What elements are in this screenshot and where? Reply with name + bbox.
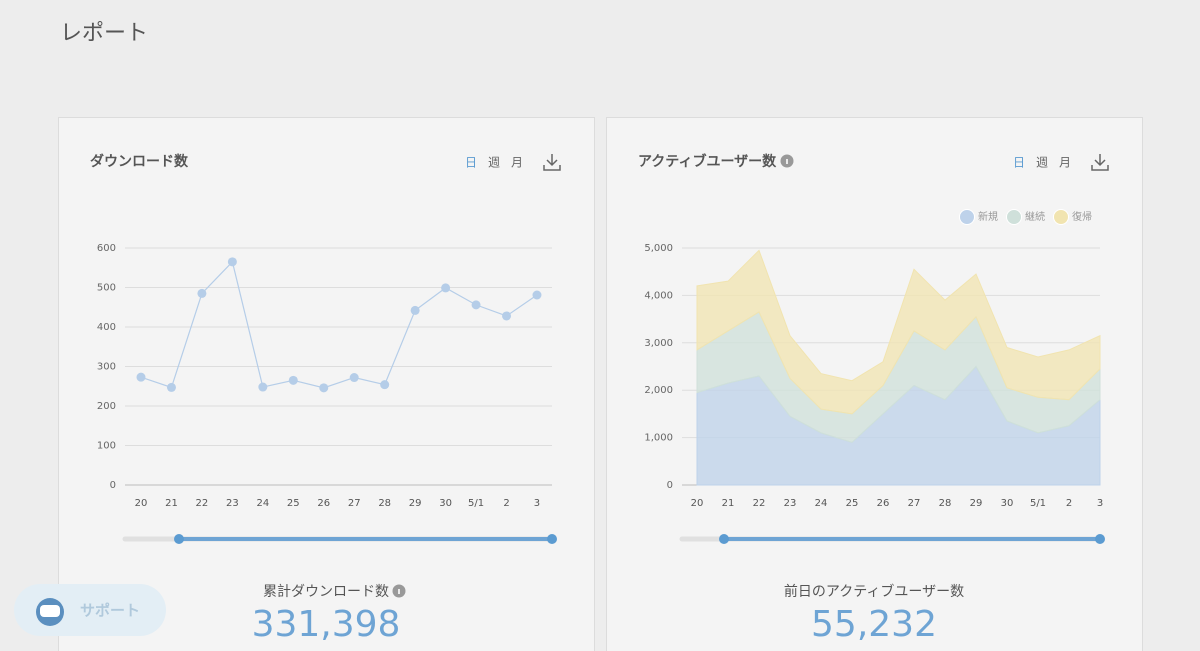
- y-tick-label: 2,000: [644, 385, 673, 396]
- legend-label: 新規: [978, 210, 998, 223]
- chart-title: アクティブユーザー数: [638, 153, 777, 170]
- area: [696, 249, 1101, 415]
- y-tick-label: 3,000: [644, 338, 673, 349]
- x-tick-label: 28: [378, 498, 391, 509]
- x-tick-label: 23: [784, 498, 797, 509]
- info-icon-bar: [786, 159, 788, 164]
- chart-title: ダウンロード数: [90, 153, 189, 170]
- x-tick-label: 27: [908, 498, 921, 509]
- support-label: サポート: [80, 602, 140, 620]
- y-tick-label: 200: [97, 401, 116, 412]
- x-tick-label: 5/1: [1030, 498, 1046, 509]
- point: [471, 300, 481, 310]
- slider-handle[interactable]: [719, 534, 729, 544]
- x-tick-label: 5/1: [468, 498, 484, 509]
- period-toggle[interactable]: 月: [511, 156, 523, 170]
- x-tick-label: 29: [409, 498, 422, 509]
- legend-label: 復帰: [1072, 210, 1092, 223]
- point: [288, 375, 298, 385]
- legend-swatch: [1006, 209, 1022, 225]
- period-toggle[interactable]: 月: [1059, 156, 1071, 170]
- point: [227, 257, 237, 267]
- point: [410, 305, 420, 315]
- x-tick-label: 2: [1066, 498, 1072, 509]
- stat-value: 331,398: [252, 604, 401, 645]
- x-tick-label: 22: [753, 498, 766, 509]
- legend-swatch: [1053, 209, 1069, 225]
- support-button[interactable]: サポート: [14, 584, 166, 636]
- point: [166, 382, 176, 392]
- point: [197, 288, 207, 298]
- x-tick-label: 30: [439, 498, 452, 509]
- x-tick-label: 26: [317, 498, 330, 509]
- period-toggle[interactable]: 日: [1013, 156, 1025, 170]
- x-tick-label: 21: [165, 498, 178, 509]
- period-toggle[interactable]: 週: [1036, 156, 1048, 170]
- y-tick-label: 0: [110, 480, 116, 491]
- x-tick-label: 3: [534, 498, 540, 509]
- stat-label: 累計ダウンロード数: [263, 584, 389, 600]
- point: [532, 290, 542, 300]
- point: [319, 383, 329, 393]
- info-icon-bar: [398, 589, 400, 594]
- robot-face: [40, 605, 60, 617]
- x-tick-label: 28: [939, 498, 952, 509]
- y-tick-label: 0: [667, 480, 673, 491]
- x-tick-label: 20: [691, 498, 704, 509]
- point: [380, 380, 390, 390]
- stat-value: 55,232: [811, 604, 937, 645]
- x-tick-label: 27: [348, 498, 361, 509]
- x-tick-label: 20: [135, 498, 148, 509]
- x-tick-label: 26: [877, 498, 890, 509]
- legend-label: 継続: [1025, 210, 1045, 223]
- x-tick-label: 25: [846, 498, 859, 509]
- point: [502, 311, 512, 321]
- y-tick-label: 300: [97, 362, 116, 373]
- legend-swatch: [959, 209, 975, 225]
- y-tick-label: 400: [97, 322, 116, 333]
- y-tick-label: 5,000: [644, 243, 673, 254]
- x-tick-label: 21: [722, 498, 735, 509]
- slider-handle[interactable]: [1095, 534, 1105, 544]
- page-title: レポート: [60, 21, 148, 46]
- x-tick-label: 29: [970, 498, 983, 509]
- x-tick-label: 25: [287, 498, 300, 509]
- slider-handle[interactable]: [174, 534, 184, 544]
- point: [349, 373, 359, 383]
- y-tick-label: 1,000: [644, 433, 673, 444]
- x-tick-label: 24: [256, 498, 269, 509]
- y-tick-label: 100: [97, 441, 116, 452]
- x-tick-label: 2: [503, 498, 509, 509]
- period-toggle[interactable]: 週: [488, 156, 500, 170]
- y-tick-label: 500: [97, 283, 116, 294]
- x-tick-label: 30: [1001, 498, 1014, 509]
- y-tick-label: 4,000: [644, 290, 673, 301]
- point: [441, 283, 451, 293]
- card: [58, 117, 595, 651]
- point: [258, 382, 268, 392]
- download-icon[interactable]: [1091, 154, 1109, 171]
- point: [136, 372, 146, 382]
- line: [140, 260, 538, 389]
- x-tick-label: 23: [226, 498, 239, 509]
- slider-handle[interactable]: [547, 534, 557, 544]
- period-toggle[interactable]: 日: [465, 156, 477, 170]
- download-icon[interactable]: [543, 154, 561, 171]
- stat-label: 前日のアクティブユーザー数: [784, 583, 964, 600]
- x-tick-label: 24: [815, 498, 828, 509]
- y-tick-label: 600: [97, 243, 116, 254]
- x-tick-label: 3: [1097, 498, 1103, 509]
- x-tick-label: 22: [196, 498, 209, 509]
